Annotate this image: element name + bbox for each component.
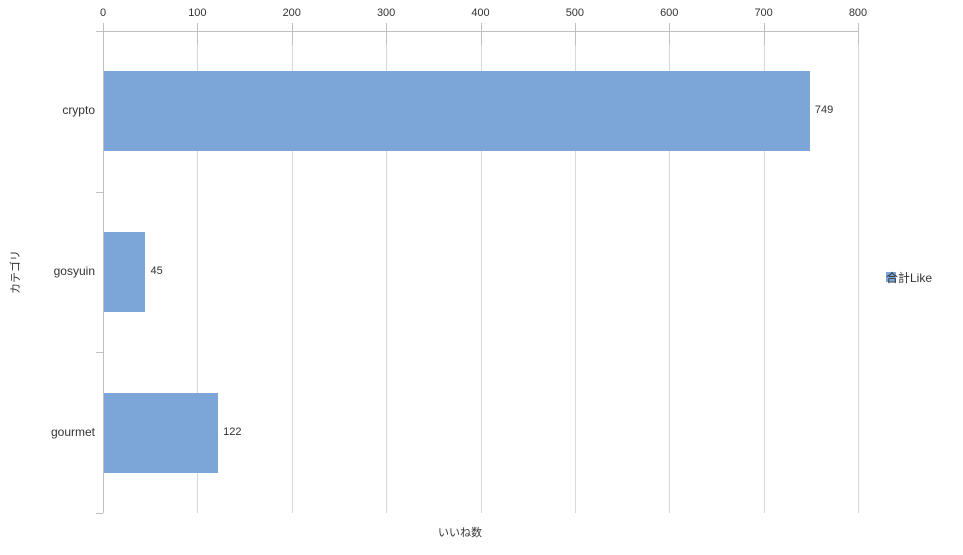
x-tick	[386, 23, 388, 45]
gridline	[480, 31, 482, 513]
x-tick	[669, 23, 671, 45]
bar-crypto	[103, 71, 810, 152]
x-tick	[480, 23, 482, 45]
gridline	[386, 31, 388, 513]
gridline	[669, 31, 671, 513]
x-tick-label: 800	[848, 7, 868, 19]
x-tick	[763, 23, 765, 45]
x-tick-label: 500	[565, 7, 585, 19]
gridline	[858, 31, 859, 513]
legend: 合計Like	[886, 271, 932, 285]
legend-marker	[886, 272, 896, 282]
gridline	[763, 31, 765, 513]
x-tick-label: 300	[376, 7, 396, 19]
x-tick-label: 200	[282, 7, 301, 19]
x-tick-label: 100	[188, 7, 207, 19]
category-label: gosyuin	[53, 264, 95, 278]
gridline	[574, 31, 576, 513]
x-tick	[291, 23, 293, 45]
x-tick-label: 0	[99, 7, 107, 19]
category-axis-line	[103, 23, 104, 513]
y-tick	[96, 513, 103, 514]
y-axis-title: カテゴリ	[10, 250, 22, 294]
value-axis-line	[96, 31, 859, 32]
gridline	[197, 31, 199, 513]
x-tick-label: 700	[754, 7, 773, 19]
legend-label: 合計Like	[886, 270, 933, 285]
y-tick	[96, 352, 103, 354]
x-tick-label: 600	[660, 7, 679, 19]
y-tick	[96, 31, 103, 32]
y-tick	[96, 191, 103, 193]
x-tick	[858, 23, 859, 45]
x-tick	[574, 23, 576, 45]
x-tick-label: 400	[471, 7, 490, 19]
bar-gourmet	[103, 392, 219, 473]
category-label: gourmet	[50, 424, 95, 439]
x-tick	[197, 23, 199, 45]
value-label: 122	[223, 425, 242, 438]
gridline	[291, 31, 293, 513]
value-label: 45	[150, 265, 163, 277]
x-axis-title: いいね数	[438, 527, 482, 539]
value-label: 749	[814, 104, 834, 117]
category-label: crypto	[62, 103, 95, 118]
x-tick	[103, 23, 104, 45]
bar-gosyuin	[103, 232, 146, 312]
